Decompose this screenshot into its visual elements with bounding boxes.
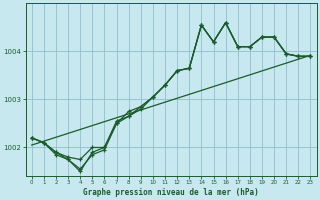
X-axis label: Graphe pression niveau de la mer (hPa): Graphe pression niveau de la mer (hPa) [83, 188, 259, 197]
